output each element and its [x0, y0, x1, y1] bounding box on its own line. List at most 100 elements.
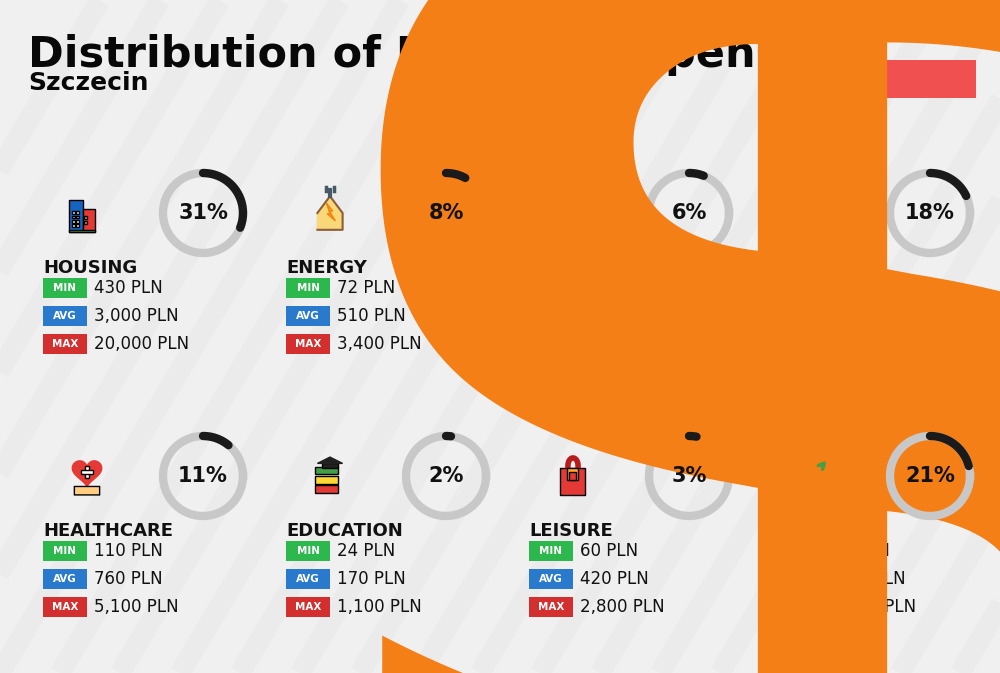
FancyBboxPatch shape: [286, 597, 330, 617]
FancyBboxPatch shape: [529, 306, 573, 326]
Text: MAX: MAX: [538, 339, 564, 349]
FancyBboxPatch shape: [529, 597, 573, 617]
FancyBboxPatch shape: [878, 60, 976, 98]
Text: MAX: MAX: [52, 602, 78, 612]
FancyBboxPatch shape: [315, 485, 338, 493]
Text: AVG: AVG: [780, 574, 804, 584]
Text: 20,000 PLN: 20,000 PLN: [94, 335, 189, 353]
FancyBboxPatch shape: [770, 278, 814, 298]
FancyBboxPatch shape: [770, 306, 814, 326]
Text: MAX: MAX: [295, 602, 321, 612]
Text: Distribution of Monthly Expenses: Distribution of Monthly Expenses: [28, 34, 836, 76]
Text: AVG: AVG: [780, 311, 804, 321]
FancyBboxPatch shape: [69, 201, 83, 232]
Text: 1,400 PLN: 1,400 PLN: [821, 307, 906, 325]
Text: AVG: AVG: [539, 311, 563, 321]
Circle shape: [571, 232, 578, 238]
FancyBboxPatch shape: [83, 209, 95, 232]
Polygon shape: [812, 194, 818, 199]
Text: MIN: MIN: [54, 283, 76, 293]
FancyBboxPatch shape: [440, 5, 560, 31]
FancyBboxPatch shape: [770, 569, 814, 589]
Text: 31%: 31%: [178, 203, 228, 223]
Circle shape: [556, 214, 565, 222]
FancyBboxPatch shape: [770, 541, 814, 561]
Text: MIN: MIN: [54, 546, 76, 556]
Text: 9,000 PLN: 9,000 PLN: [821, 335, 906, 353]
Text: 60 PLN: 60 PLN: [580, 542, 638, 560]
Text: 1,100 PLN: 1,100 PLN: [337, 598, 422, 616]
Text: OTHER: OTHER: [770, 522, 839, 540]
Text: 2%: 2%: [428, 466, 464, 486]
FancyBboxPatch shape: [43, 278, 87, 298]
Text: 6%: 6%: [671, 203, 707, 223]
Text: 24 PLN: 24 PLN: [337, 542, 395, 560]
FancyBboxPatch shape: [43, 334, 87, 354]
Text: AVG: AVG: [296, 574, 320, 584]
FancyBboxPatch shape: [529, 334, 573, 354]
Text: 8%: 8%: [428, 203, 464, 223]
FancyBboxPatch shape: [76, 224, 79, 227]
Text: 110 PLN: 110 PLN: [94, 542, 163, 560]
FancyBboxPatch shape: [84, 216, 87, 219]
Text: MAX: MAX: [779, 602, 805, 612]
FancyBboxPatch shape: [43, 306, 87, 326]
FancyBboxPatch shape: [43, 597, 87, 617]
Polygon shape: [806, 194, 812, 199]
FancyBboxPatch shape: [286, 306, 330, 326]
Text: 4,500 PLN: 4,500 PLN: [580, 335, 664, 353]
Text: HOUSING: HOUSING: [43, 259, 137, 277]
FancyBboxPatch shape: [74, 487, 100, 495]
FancyBboxPatch shape: [286, 334, 330, 354]
Circle shape: [571, 214, 579, 222]
FancyBboxPatch shape: [286, 278, 330, 298]
Text: MAX: MAX: [538, 602, 564, 612]
Text: MIN: MIN: [780, 283, 804, 293]
FancyBboxPatch shape: [560, 468, 585, 495]
Text: 2,800 PLN: 2,800 PLN: [580, 598, 665, 616]
Text: MIN: MIN: [296, 283, 320, 293]
Text: 3,000 PLN: 3,000 PLN: [94, 307, 179, 325]
Text: 420 PLN: 420 PLN: [580, 570, 649, 588]
FancyBboxPatch shape: [529, 278, 573, 298]
FancyBboxPatch shape: [315, 467, 338, 474]
Polygon shape: [799, 201, 829, 232]
FancyBboxPatch shape: [569, 472, 576, 481]
Polygon shape: [317, 197, 343, 229]
FancyBboxPatch shape: [76, 211, 79, 214]
Text: 680 PLN: 680 PLN: [580, 307, 649, 325]
FancyBboxPatch shape: [315, 476, 338, 484]
FancyBboxPatch shape: [567, 468, 578, 481]
Text: MIN: MIN: [540, 546, 562, 556]
FancyBboxPatch shape: [72, 224, 75, 227]
FancyBboxPatch shape: [72, 215, 75, 219]
Text: 5,100 PLN: 5,100 PLN: [94, 598, 179, 616]
Polygon shape: [327, 204, 335, 221]
Text: AVG: AVG: [53, 574, 77, 584]
FancyBboxPatch shape: [286, 541, 330, 561]
Text: 21%: 21%: [905, 466, 955, 486]
Text: 170 PLN: 170 PLN: [337, 570, 406, 588]
Text: 760 PLN: 760 PLN: [94, 570, 163, 588]
FancyBboxPatch shape: [770, 334, 814, 354]
Text: TRANSPORT: TRANSPORT: [529, 259, 651, 277]
FancyBboxPatch shape: [69, 229, 95, 232]
Text: EDUCATION: EDUCATION: [286, 522, 403, 540]
Text: 18%: 18%: [905, 203, 955, 223]
FancyBboxPatch shape: [76, 215, 79, 219]
FancyBboxPatch shape: [85, 466, 89, 478]
FancyBboxPatch shape: [529, 541, 573, 561]
FancyBboxPatch shape: [76, 219, 79, 223]
Text: 10,000 PLN: 10,000 PLN: [821, 598, 916, 616]
FancyBboxPatch shape: [286, 569, 330, 589]
Text: GROCERY: GROCERY: [770, 259, 865, 277]
Text: Individual: Individual: [463, 11, 537, 26]
Text: Szczecin: Szczecin: [28, 71, 148, 95]
FancyBboxPatch shape: [43, 541, 87, 561]
Text: 510 PLN: 510 PLN: [337, 307, 406, 325]
FancyBboxPatch shape: [529, 569, 573, 589]
Text: MIN: MIN: [780, 546, 804, 556]
Text: AVG: AVG: [53, 311, 77, 321]
FancyBboxPatch shape: [801, 199, 827, 205]
Text: MAX: MAX: [779, 339, 805, 349]
